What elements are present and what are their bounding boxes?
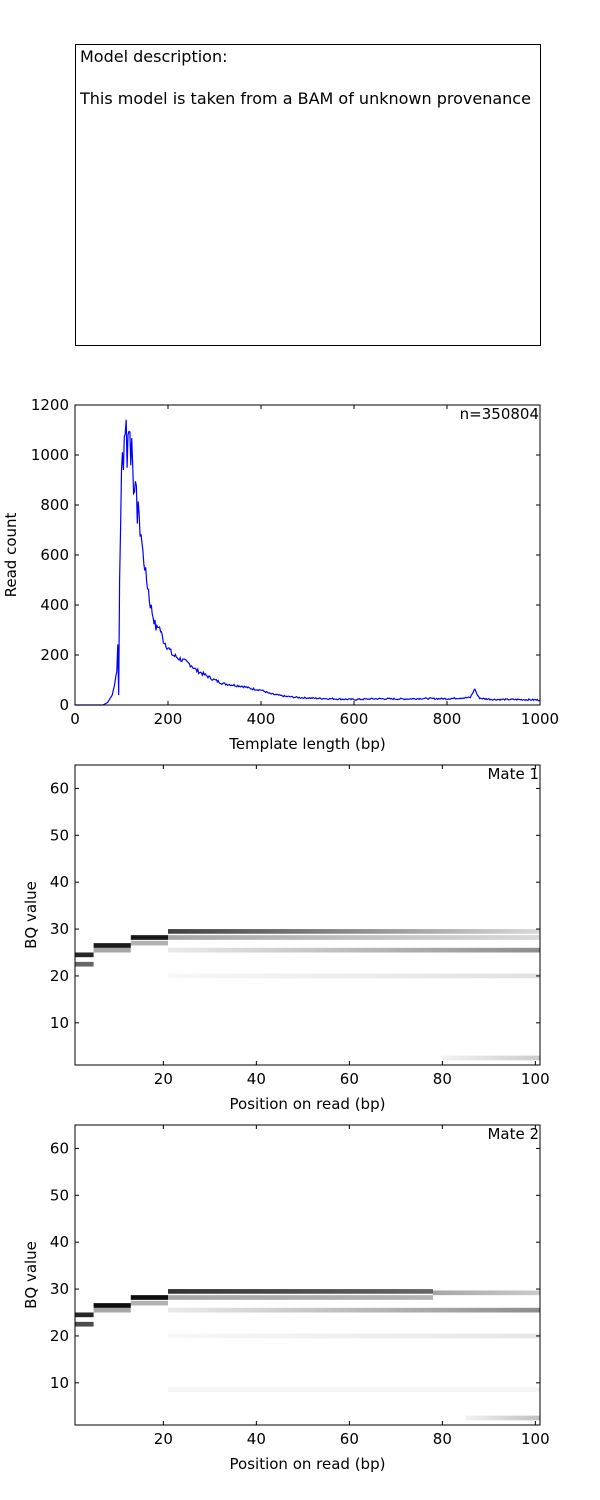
model-description-panel: Model description: This model is taken f…: [75, 44, 541, 346]
heatmap-band: [168, 973, 540, 979]
x-tick-label: 40: [247, 1430, 266, 1448]
y-tick-label: 40: [50, 873, 69, 891]
x-axis-label: Position on read (bp): [230, 1455, 386, 1473]
plot-frame: [74, 404, 541, 706]
x-axis-label: Template length (bp): [228, 735, 386, 753]
heatmap-band: [130, 935, 168, 940]
mate-annotation: Mate 2: [487, 1125, 539, 1143]
heatmap-band: [93, 1307, 131, 1313]
x-tick-label: 100: [521, 1070, 550, 1088]
heatmap-cells: [75, 929, 540, 1061]
x-tick-label: 80: [433, 1430, 452, 1448]
heatmap-band: [130, 1300, 168, 1306]
heatmap-band: [93, 943, 131, 948]
x-tick-label: 400: [247, 710, 276, 728]
y-axis-label: Read count: [2, 512, 20, 597]
y-tick-label: 30: [50, 920, 69, 938]
plot-frame: [74, 1124, 541, 1426]
y-tick-label: 40: [50, 1233, 69, 1251]
read-count-annotation: n=350804: [460, 405, 539, 423]
x-tick-label: 600: [340, 710, 369, 728]
y-tick-label: 50: [50, 826, 69, 844]
y-tick-label: 50: [50, 1186, 69, 1204]
x-tick-label: 40: [247, 1070, 266, 1088]
x-tick-label: 0: [70, 710, 80, 728]
y-tick-label: 1200: [31, 396, 69, 414]
x-tick-label: 60: [340, 1070, 359, 1088]
heatmap-band: [75, 1321, 94, 1327]
x-tick-label: 20: [154, 1070, 173, 1088]
bq-heatmap-axes-1: 20 40 60 80 100 10 20 30 40 50 60 Position on read …: [22, 764, 550, 1113]
x-axis-label: Position on read (bp): [230, 1095, 386, 1113]
heatmap-band: [168, 1387, 540, 1393]
mate-annotation: Mate 1: [487, 765, 539, 783]
y-tick-label: 200: [40, 646, 69, 664]
y-tick-label: 0: [59, 696, 69, 714]
x-tick-label: 200: [154, 710, 183, 728]
heatmap-band: [168, 947, 540, 953]
heatmap-band: [130, 1295, 168, 1300]
x-tick-label: 80: [433, 1070, 452, 1088]
heatmap-band: [93, 947, 131, 953]
heatmap-band: [130, 940, 168, 946]
y-axis-label: BQ value: [22, 1241, 40, 1309]
y-tick-label: 60: [50, 1139, 69, 1157]
y-tick-label: 20: [50, 1327, 69, 1345]
x-tick-label: 800: [433, 710, 462, 728]
y-tick-label: 30: [50, 1280, 69, 1298]
y-tick-label: 600: [40, 546, 69, 564]
x-tick-label: 20: [154, 1430, 173, 1448]
heatmap-band: [168, 1307, 540, 1313]
x-tick-label: 60: [340, 1430, 359, 1448]
heatmap-band: [75, 1312, 94, 1318]
heatmap-band: [433, 1290, 540, 1296]
heatmap-band: [168, 929, 540, 934]
heatmap-band: [75, 961, 94, 967]
model-description-heading: Model description:: [80, 47, 228, 66]
x-tick-label: 1000: [521, 710, 559, 728]
model-description-text: This model is taken from a BAM of unknow…: [80, 89, 531, 108]
y-tick-label: 400: [40, 596, 69, 614]
heatmap-band: [168, 1333, 540, 1339]
heatmap-band: [442, 1055, 540, 1061]
y-tick-label: 1000: [31, 446, 69, 464]
heatmap-band: [465, 1415, 540, 1421]
heatmap-band: [75, 952, 94, 958]
y-tick-label: 10: [50, 1014, 69, 1032]
bq-heatmap-axes-2: 20 40 60 80 100 10 20 30 40 50 60 Position on read …: [22, 1124, 550, 1473]
template-length-series: [75, 419, 541, 706]
x-tick-label: 100: [521, 1430, 550, 1448]
y-tick-label: 800: [40, 496, 69, 514]
template-length-axes: 0 200 400 600 800 1000 0 200 400 600 800 1000 1200 Te…: [2, 396, 559, 753]
plot-frame: [74, 764, 541, 1066]
heatmap-band: [168, 1295, 434, 1300]
heatmap-band: [93, 1303, 131, 1308]
y-tick-label: 10: [50, 1374, 69, 1392]
heatmap-band: [168, 935, 540, 940]
heatmap-band: [168, 1289, 434, 1294]
y-axis-label: BQ value: [22, 881, 40, 949]
y-tick-label: 20: [50, 967, 69, 985]
heatmap-cells: [75, 1289, 540, 1421]
y-tick-label: 60: [50, 779, 69, 797]
